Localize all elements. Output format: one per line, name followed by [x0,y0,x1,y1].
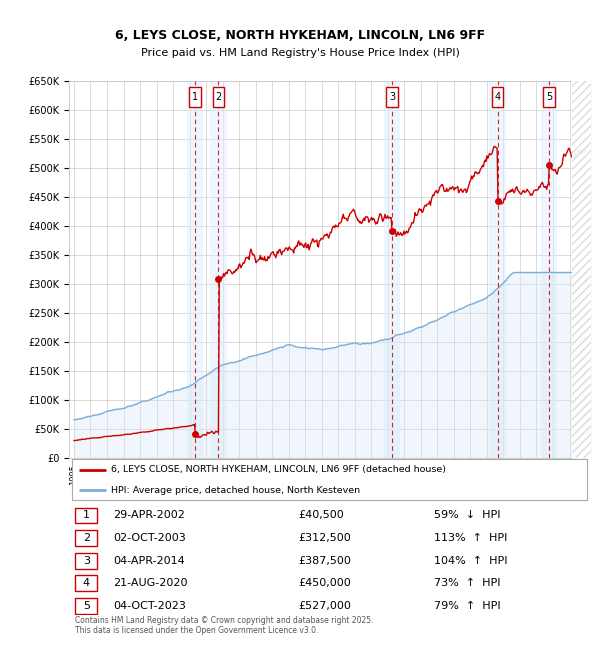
Bar [213,87,224,107]
Bar [189,87,201,107]
Bar [386,87,398,107]
Bar [75,508,97,523]
Text: 3: 3 [83,556,90,566]
Text: 2: 2 [83,533,90,543]
Bar [210,81,227,458]
Text: 113%  ↑  HPI: 113% ↑ HPI [434,533,508,543]
Text: 5: 5 [546,92,552,102]
Text: 4: 4 [83,578,90,588]
Text: 3: 3 [389,92,395,102]
Text: HPI: Average price, detached house, North Kesteven: HPI: Average price, detached house, Nort… [111,486,360,495]
Bar [489,81,506,458]
Text: Price paid vs. HM Land Registry's House Price Index (HPI): Price paid vs. HM Land Registry's House … [140,48,460,58]
Bar [572,81,591,458]
Text: 73%  ↑  HPI: 73% ↑ HPI [434,578,501,588]
Text: 6, LEYS CLOSE, NORTH HYKEHAM, LINCOLN, LN6 9FF (detached house): 6, LEYS CLOSE, NORTH HYKEHAM, LINCOLN, L… [111,465,446,474]
Bar [75,552,97,569]
Bar [75,598,97,614]
Text: £527,000: £527,000 [299,601,352,611]
Text: 04-APR-2014: 04-APR-2014 [113,556,185,566]
Bar [75,575,97,592]
Text: 04-OCT-2023: 04-OCT-2023 [113,601,186,611]
Bar [187,81,203,458]
Bar [543,87,554,107]
Bar [75,530,97,546]
Text: £387,500: £387,500 [299,556,352,566]
Text: 2: 2 [215,92,221,102]
Text: £312,500: £312,500 [299,533,352,543]
FancyBboxPatch shape [71,460,587,500]
Bar [541,81,557,458]
Text: £450,000: £450,000 [299,578,352,588]
Bar [492,87,503,107]
Text: 79%  ↑  HPI: 79% ↑ HPI [434,601,501,611]
Text: 5: 5 [83,601,90,611]
Text: 4: 4 [494,92,500,102]
Text: Contains HM Land Registry data © Crown copyright and database right 2025.
This d: Contains HM Land Registry data © Crown c… [75,616,374,635]
Text: 29-APR-2002: 29-APR-2002 [113,510,185,521]
Text: 1: 1 [83,510,90,521]
Text: 02-OCT-2003: 02-OCT-2003 [113,533,186,543]
Text: 59%  ↓  HPI: 59% ↓ HPI [434,510,501,521]
Text: 21-AUG-2020: 21-AUG-2020 [113,578,188,588]
Text: 1: 1 [192,92,198,102]
Text: 6, LEYS CLOSE, NORTH HYKEHAM, LINCOLN, LN6 9FF: 6, LEYS CLOSE, NORTH HYKEHAM, LINCOLN, L… [115,29,485,42]
Text: 104%  ↑  HPI: 104% ↑ HPI [434,556,508,566]
Bar [383,81,400,458]
Text: £40,500: £40,500 [299,510,344,521]
